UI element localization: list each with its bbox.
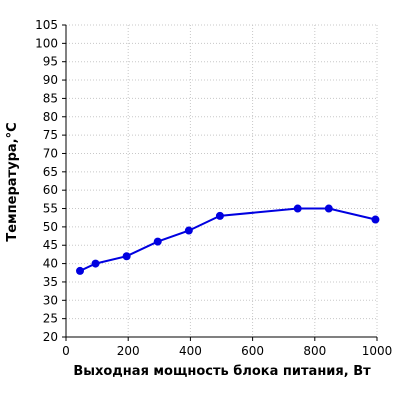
data-point [75, 266, 84, 275]
y-tick-label: 95 [43, 55, 58, 69]
data-point [91, 259, 100, 268]
x-tick-label: 400 [179, 344, 202, 358]
y-tick-label: 55 [43, 202, 58, 216]
series-line [79, 207, 376, 272]
x-tick-label: 200 [117, 344, 140, 358]
data-point [215, 211, 224, 220]
y-tick-label: 50 [43, 220, 58, 234]
y-tick-label: 35 [43, 275, 58, 289]
data-point [122, 252, 131, 261]
x-tick-label: 600 [241, 344, 264, 358]
y-tick-label: 30 [43, 293, 58, 307]
data-point [184, 226, 193, 235]
data-point [153, 237, 162, 246]
y-tick-label: 100 [35, 36, 58, 50]
x-tick-label: 1000 [362, 344, 393, 358]
data-point [371, 215, 380, 224]
y-tick-label: 65 [43, 165, 58, 179]
y-axis-title: Температура,°C [5, 122, 20, 241]
x-tick-label: 800 [303, 344, 326, 358]
y-tick-label: 40 [43, 257, 58, 271]
x-axis-title: Выходная мощность блока питания, Вт [73, 364, 371, 379]
y-tick-label: 20 [43, 330, 58, 344]
axes [65, 25, 377, 338]
y-tick-label: 70 [43, 146, 58, 160]
data-point [324, 204, 333, 213]
y-tick-label: 85 [43, 91, 58, 105]
x-tick-label: 0 [62, 344, 70, 358]
series [75, 204, 380, 275]
data-point [293, 204, 302, 213]
y-tick-label: 45 [43, 238, 58, 252]
ticks: 20 25 30 35 40 45 50 55 60 65 70 75 80 85 90 95 100 105 0 2… [35, 18, 392, 358]
y-tick-label: 25 [43, 312, 58, 326]
y-tick-label: 80 [43, 110, 58, 124]
y-tick-label: 60 [43, 183, 58, 197]
y-tick-label: 90 [43, 73, 58, 87]
y-tick-label: 105 [35, 18, 58, 32]
grid [66, 24, 378, 337]
y-tick-label: 75 [43, 128, 58, 142]
